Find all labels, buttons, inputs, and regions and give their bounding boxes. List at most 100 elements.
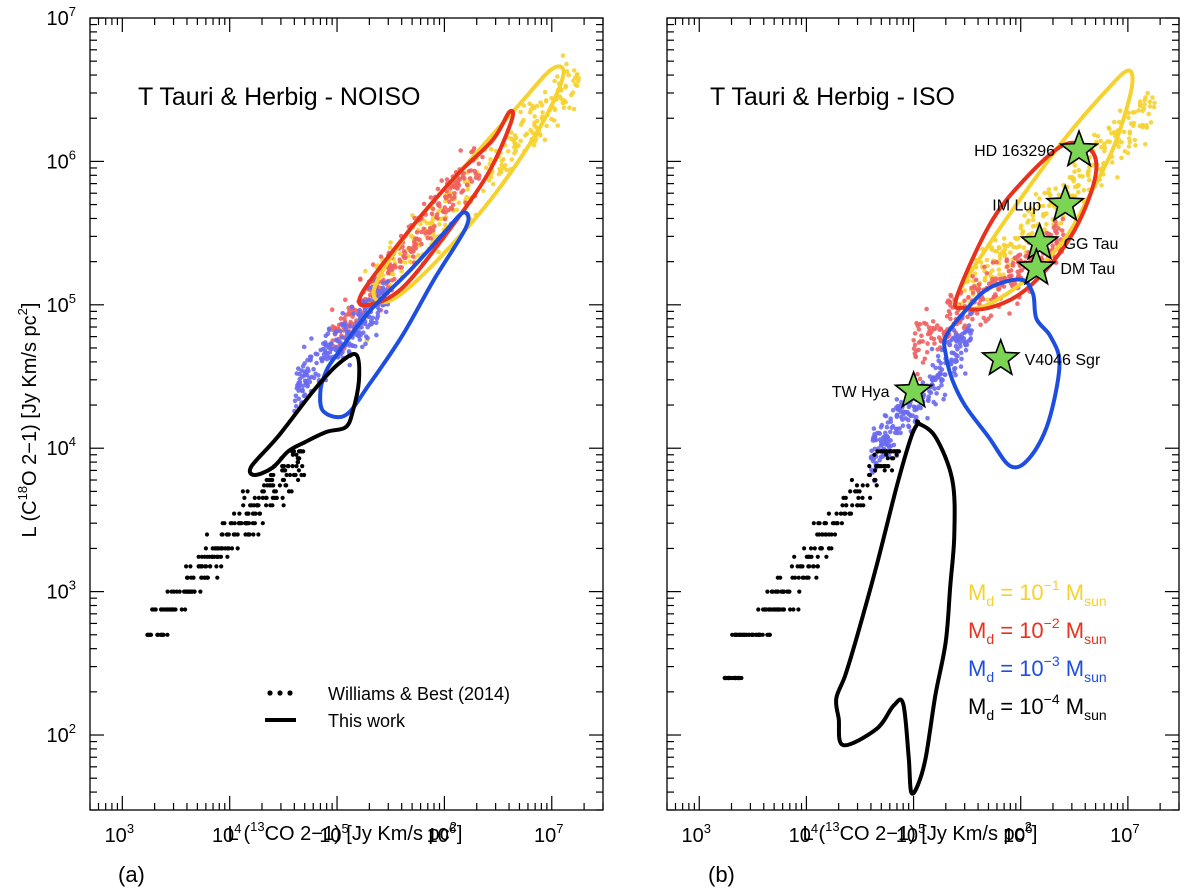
- source-star-marker: [980, 337, 1021, 377]
- observed-point: [219, 564, 224, 569]
- model-point: [879, 422, 885, 428]
- y-tick-label: 106: [47, 147, 76, 173]
- model-point: [1041, 212, 1046, 217]
- model-point: [980, 296, 986, 302]
- model-point: [360, 344, 365, 350]
- observed-point: [811, 564, 816, 569]
- model-point: [966, 294, 971, 300]
- model-point: [1023, 254, 1028, 259]
- model-point: [927, 389, 932, 394]
- model-point: [1001, 242, 1007, 248]
- model-point: [409, 233, 414, 239]
- model-point: [1006, 274, 1012, 279]
- model-point: [1044, 230, 1049, 236]
- model-point: [432, 224, 437, 229]
- observed-point: [737, 675, 742, 681]
- model-point: [941, 396, 946, 402]
- observed-point: [163, 607, 168, 612]
- model-point: [884, 424, 890, 430]
- observed-point: [805, 575, 810, 580]
- model-point: [1102, 145, 1108, 151]
- model-point: [389, 278, 395, 283]
- model-point: [357, 307, 363, 313]
- observed-point: [270, 503, 275, 508]
- observed-point: [270, 477, 275, 483]
- model-point: [561, 105, 567, 110]
- observed-point: [219, 546, 224, 551]
- model-point: [532, 114, 537, 119]
- model-point: [898, 430, 903, 436]
- model-point: [1133, 143, 1138, 148]
- model-point: [998, 251, 1003, 257]
- observed-point: [872, 477, 877, 483]
- contour-line: [834, 419, 957, 796]
- model-point: [299, 388, 304, 393]
- model-point: [564, 69, 570, 74]
- observed-point: [260, 495, 265, 500]
- model-point: [1131, 120, 1137, 126]
- model-point: [363, 341, 368, 347]
- model-point: [940, 377, 945, 383]
- model-point: [419, 229, 424, 235]
- model-point: [1144, 123, 1149, 128]
- source-label: IM Lup: [992, 198, 1041, 215]
- model-point: [968, 336, 973, 341]
- model-point: [468, 168, 474, 173]
- model-point: [996, 286, 1002, 291]
- mass-legend-entry: Md = 10−4 Msun: [968, 691, 1107, 723]
- observed-point: [188, 564, 193, 569]
- model-point: [1098, 138, 1103, 144]
- legend-dots-symbol: [267, 690, 273, 696]
- model-point: [969, 285, 974, 291]
- observed-point: [799, 564, 804, 569]
- observed-point: [788, 607, 793, 612]
- model-point: [413, 246, 419, 251]
- model-point: [465, 187, 471, 192]
- observed-point: [198, 589, 203, 594]
- model-point: [1119, 155, 1124, 161]
- model-point: [552, 78, 557, 84]
- model-point: [1018, 225, 1023, 231]
- model-point: [955, 337, 961, 343]
- model-point: [406, 245, 412, 251]
- model-point: [400, 244, 405, 250]
- observed-point: [877, 464, 882, 469]
- model-point: [872, 434, 878, 439]
- observed-point: [229, 546, 235, 551]
- model-point: [1004, 258, 1009, 264]
- model-point: [308, 358, 313, 363]
- observed-point: [291, 472, 296, 478]
- model-point: [397, 251, 403, 256]
- observed-point: [214, 564, 219, 569]
- panel-b-tick-labels: 103 104 105 106 107: [682, 821, 1140, 847]
- model-point: [1080, 174, 1085, 179]
- model-point: [1137, 103, 1143, 109]
- model-point: [504, 167, 510, 173]
- model-point: [1022, 213, 1027, 218]
- model-point: [1109, 131, 1114, 136]
- model-point: [473, 175, 479, 180]
- model-point: [427, 225, 433, 231]
- model-point: [334, 337, 339, 343]
- panel-a-frame: [89, 17, 604, 811]
- observed-point: [776, 607, 782, 612]
- model-point: [1017, 244, 1022, 249]
- model-point: [399, 269, 404, 274]
- observed-point: [185, 575, 190, 580]
- model-point: [353, 344, 358, 349]
- model-point: [912, 331, 918, 336]
- model-point: [930, 319, 936, 324]
- model-point: [432, 234, 438, 240]
- model-point: [347, 343, 352, 348]
- model-point: [963, 371, 968, 376]
- observed-point: [205, 575, 210, 580]
- observed-point: [889, 468, 895, 473]
- model-point: [952, 366, 958, 371]
- observed-point: [885, 456, 890, 461]
- model-point: [306, 368, 311, 374]
- model-point: [343, 297, 348, 303]
- model-point: [1081, 187, 1087, 193]
- source-star-marker: [1016, 246, 1057, 286]
- observed-point: [237, 511, 242, 516]
- observed-point: [204, 532, 210, 537]
